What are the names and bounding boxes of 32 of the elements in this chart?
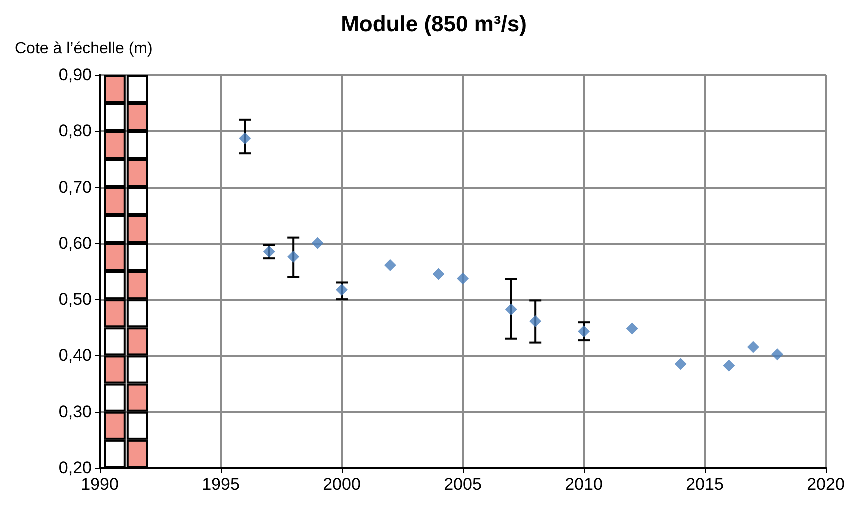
y-tick-label: 0,50 xyxy=(58,290,92,310)
point xyxy=(457,272,469,285)
chart-title: Module (850 m³/s) xyxy=(341,12,527,36)
y-tick-label: 0,20 xyxy=(58,458,92,478)
point xyxy=(578,326,590,338)
point xyxy=(312,237,324,250)
x-tick-label: 1990 xyxy=(81,475,119,494)
x-tick-label: 1995 xyxy=(202,475,240,494)
y-tick-label: 0,90 xyxy=(58,66,92,84)
y-tick-label: 0,80 xyxy=(58,122,92,141)
y-tick-label: 0,40 xyxy=(58,346,92,366)
point xyxy=(723,360,736,372)
point xyxy=(239,132,252,144)
point xyxy=(288,250,300,263)
y-tick-label: 0,70 xyxy=(58,178,92,197)
point xyxy=(336,284,348,296)
y-tick-label: 0,30 xyxy=(58,402,92,422)
point xyxy=(772,348,784,361)
point xyxy=(747,341,760,354)
point xyxy=(505,304,518,316)
x-tick-label: 2020 xyxy=(807,475,845,494)
y-tick-label: 0,60 xyxy=(58,234,92,253)
point xyxy=(674,358,687,370)
y-axis-title: Cote à l’échelle (m) xyxy=(15,40,153,58)
point xyxy=(384,259,396,272)
point xyxy=(530,315,542,328)
x-tick-label: 2005 xyxy=(444,475,482,494)
x-tick-label: 2000 xyxy=(323,475,361,494)
x-tick-label: 2015 xyxy=(686,475,724,494)
point xyxy=(432,268,445,280)
point xyxy=(626,322,638,335)
x-tick-label: 2010 xyxy=(565,475,603,494)
